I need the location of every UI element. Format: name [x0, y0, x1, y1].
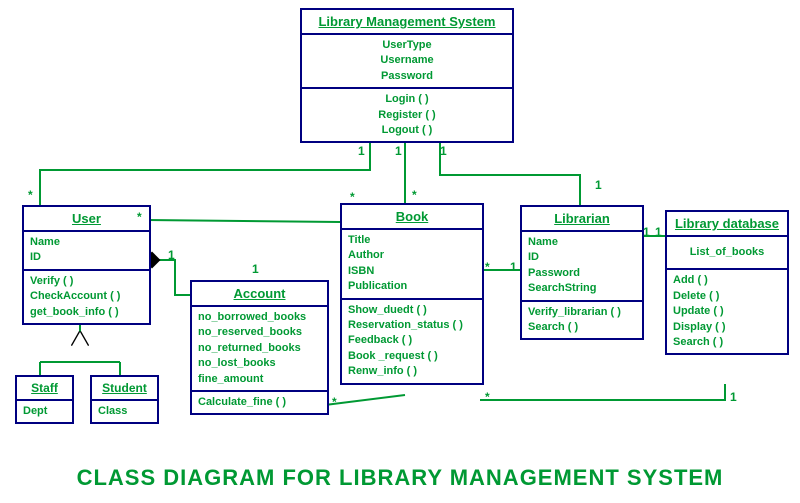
multiplicity: *: [332, 395, 337, 409]
class-staff: Staff Dept: [15, 375, 74, 424]
multiplicity: *: [350, 190, 355, 204]
class-user: User Name ID Verify ( ) CheckAccount ( )…: [22, 205, 151, 325]
multiplicity: *: [412, 188, 417, 202]
class-lms: Library Management System UserType Usern…: [300, 8, 514, 143]
multiplicity: *: [485, 390, 490, 404]
class-title: Library Management System: [302, 10, 512, 35]
multiplicity: 1: [395, 144, 402, 158]
class-title: Student: [92, 377, 157, 401]
class-account: Account no_borrowed_books no_reserved_bo…: [190, 280, 329, 415]
generalization-triangle: [72, 332, 88, 346]
multiplicity: 1: [168, 248, 175, 262]
multiplicity: 1: [510, 260, 517, 274]
multiplicity: 1: [730, 390, 737, 404]
multiplicity: *: [485, 260, 490, 274]
multiplicity: *: [137, 210, 142, 224]
multiplicity: 1: [595, 178, 602, 192]
class-book: Book Title Author ISBN Publication Show_…: [340, 203, 484, 385]
class-title: Library database: [667, 212, 787, 237]
multiplicity: 1: [440, 144, 447, 158]
multiplicity: *: [28, 188, 33, 202]
multiplicity: 1: [643, 225, 650, 239]
class-title: User: [24, 207, 149, 232]
class-librarian: Librarian Name ID Password SearchString …: [520, 205, 644, 340]
class-library-database: Library database List_of_books Add ( ) D…: [665, 210, 789, 355]
multiplicity: 1: [358, 144, 365, 158]
class-title: Staff: [17, 377, 72, 401]
class-title: Account: [192, 282, 327, 307]
class-title: Librarian: [522, 207, 642, 232]
diagram-title: CLASS DIAGRAM FOR LIBRARY MANAGEMENT SYS…: [0, 465, 800, 491]
class-title: Book: [342, 205, 482, 230]
class-student: Student Class: [90, 375, 159, 424]
multiplicity: 1: [252, 262, 259, 276]
multiplicity: 1: [655, 225, 662, 239]
